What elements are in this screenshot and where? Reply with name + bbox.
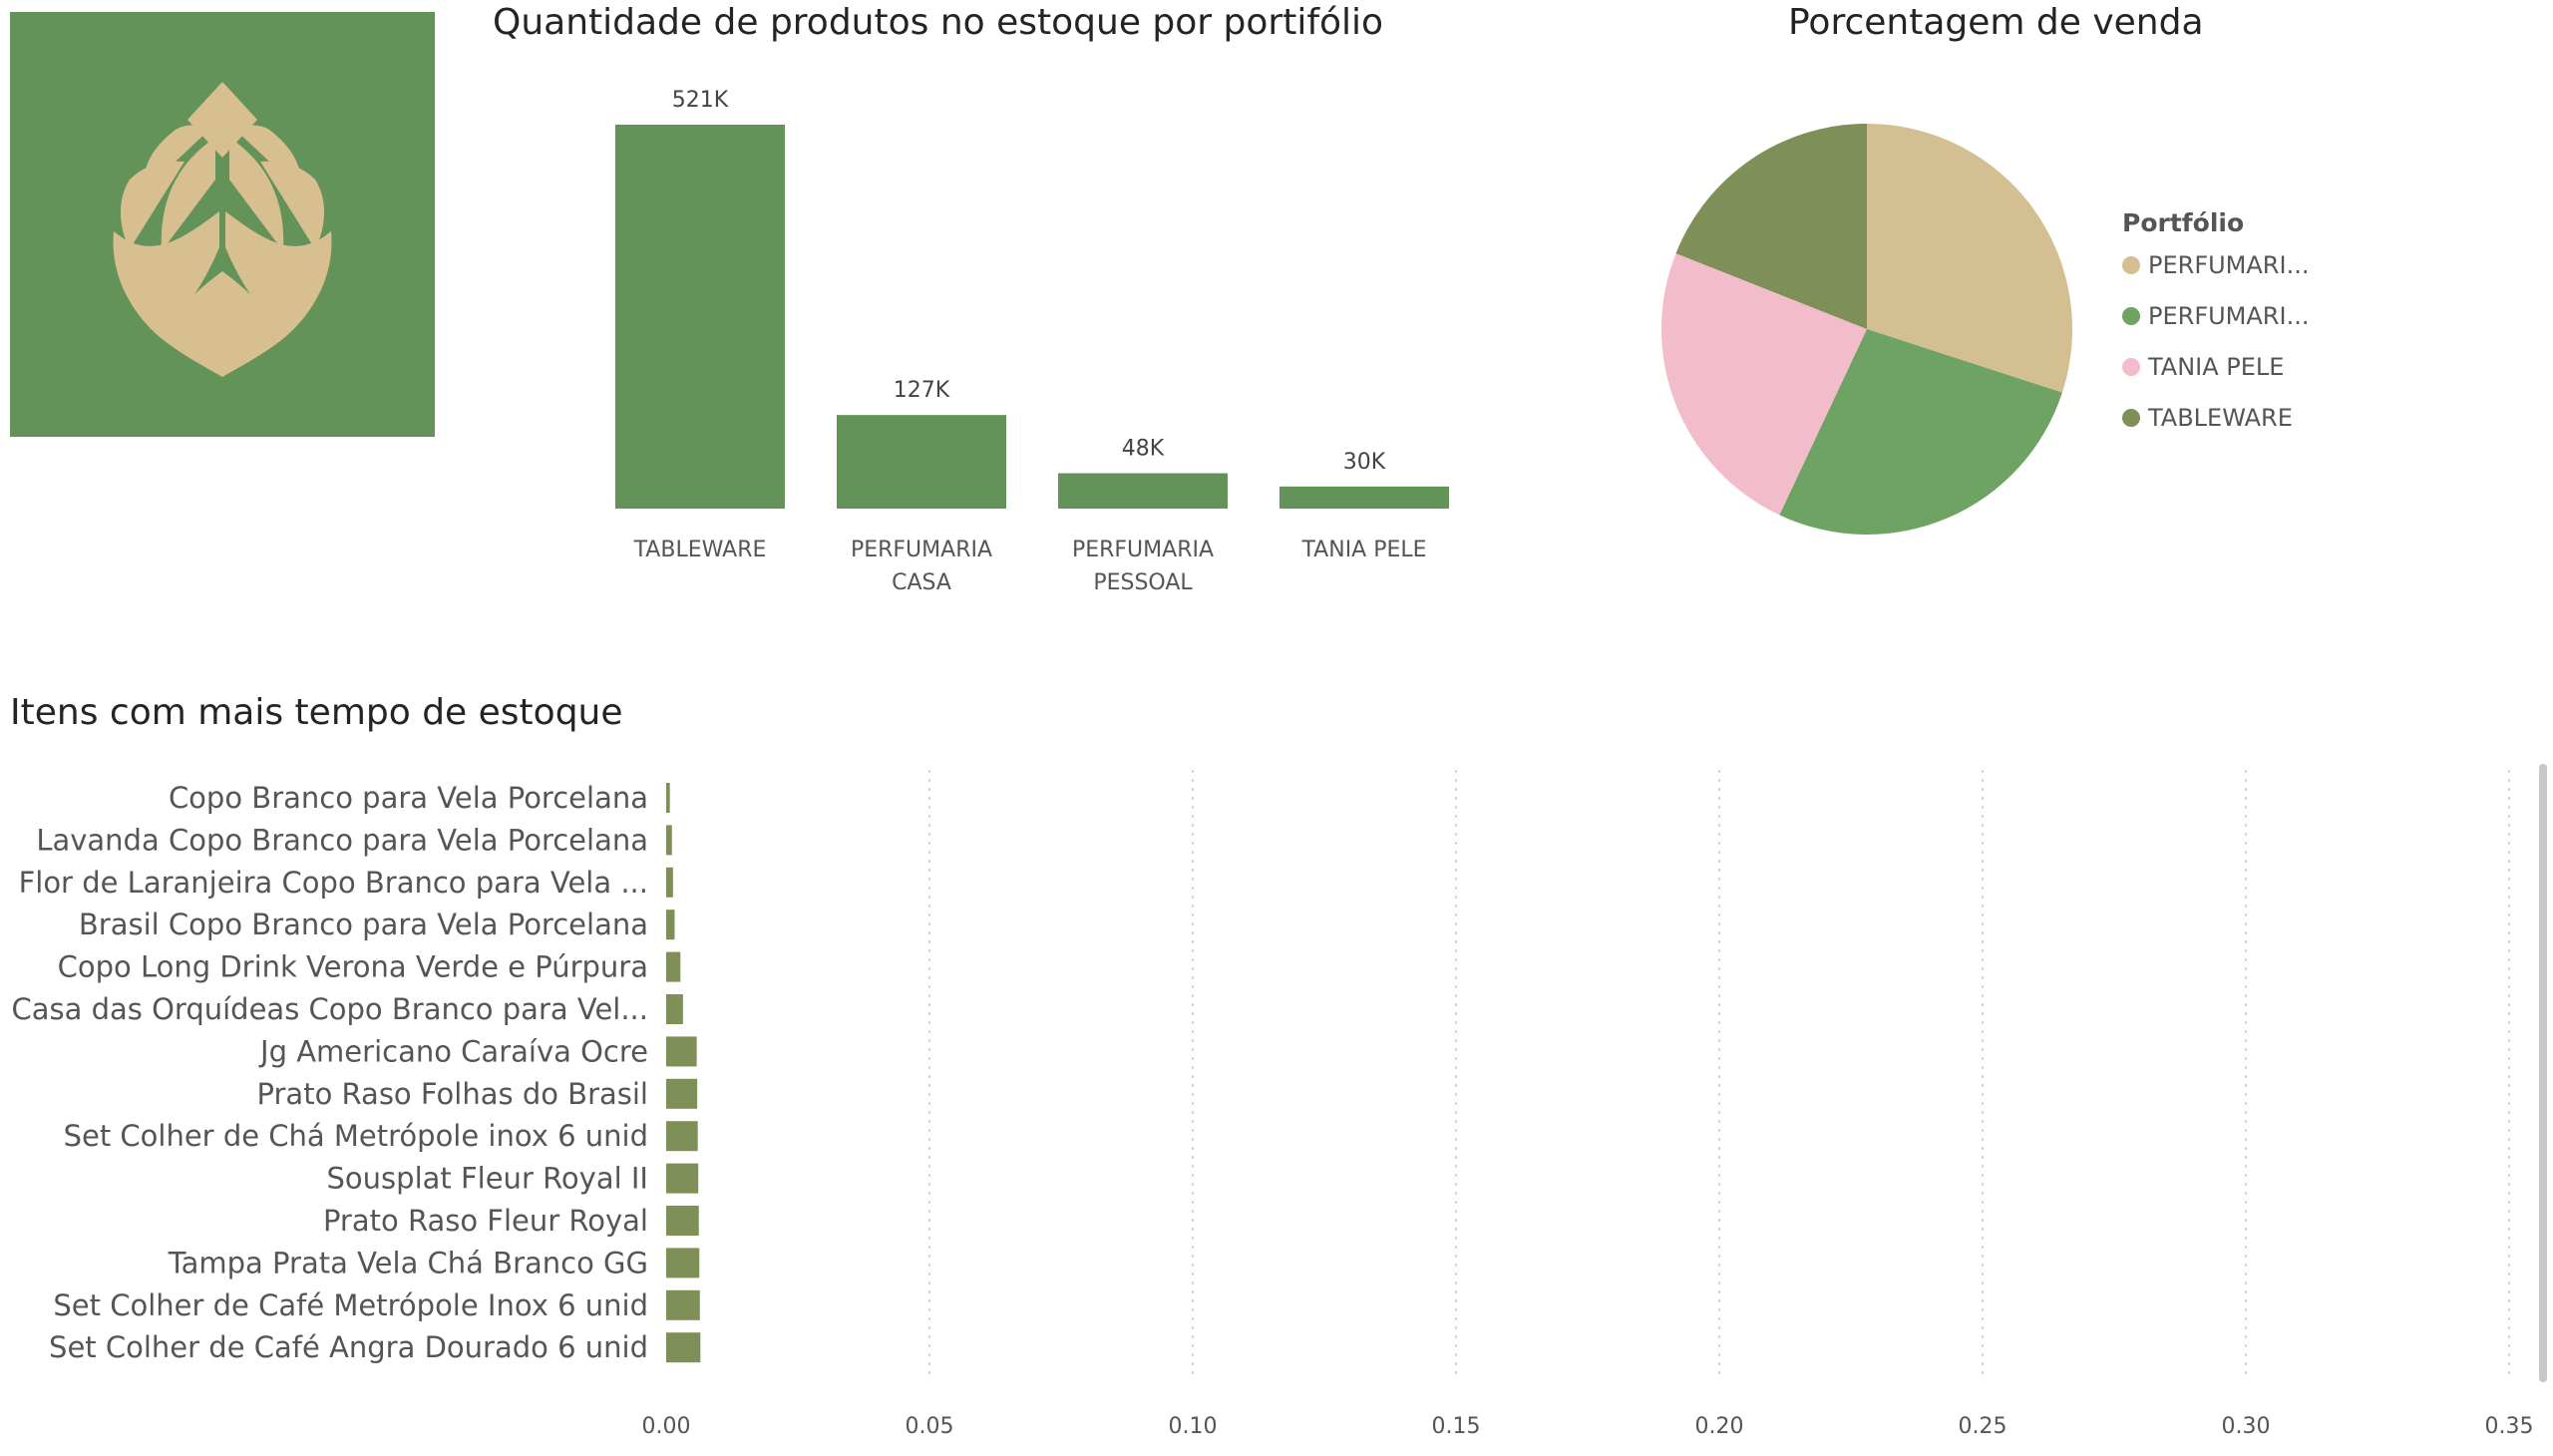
legend-marker <box>2122 256 2140 274</box>
item-label: Set Colher de Café Metrópole Inox 6 unid <box>53 1288 648 1322</box>
x-tick-label: 0.30 <box>2222 1414 2271 1439</box>
stock-by-portfolio-bar-chart: 521K TABLEWARE 127K PERFUMARIA CASA 48K PERFUM… <box>615 88 1449 595</box>
item-label: Prato Raso Folhas do Brasil <box>257 1077 648 1111</box>
item-label: Lavanda Copo Branco para Vela Porcelana <box>36 823 648 857</box>
item-label: Copo Branco para Vela Porcelana <box>169 781 648 815</box>
legend-title: Portfólio <box>2122 208 2244 237</box>
pie-slice[interactable] <box>1675 124 1867 329</box>
item-label: Tampa Prata Vela Chá Branco GG <box>168 1246 648 1279</box>
x-tick-label: 0.25 <box>1959 1414 2007 1439</box>
hbar[interactable] <box>666 783 670 813</box>
item-label: Copo Long Drink Verona Verde e Púrpura <box>58 950 648 984</box>
hbar[interactable] <box>666 825 672 856</box>
item-label: Sousplat Fleur Royal II <box>327 1162 648 1196</box>
legend-marker <box>2122 307 2140 325</box>
bar[interactable] <box>837 415 1006 509</box>
bar-data-label: 30K <box>1343 450 1386 475</box>
hbar[interactable] <box>666 1289 700 1320</box>
category-label: PERFUMARIA <box>1072 538 1214 562</box>
pie-slice[interactable] <box>1661 253 1867 516</box>
hbar-chart-title: Itens com mais tempo de estoque <box>10 692 623 733</box>
hbar[interactable] <box>666 1206 699 1236</box>
category-label: TABLEWARE <box>633 538 767 562</box>
pie-slice[interactable] <box>1867 124 2072 393</box>
legend-marker <box>2122 358 2140 376</box>
category-label: PERFUMARIA <box>851 538 992 562</box>
bar-data-label: 48K <box>1122 437 1165 462</box>
x-tick-label: 0.15 <box>1432 1414 1481 1439</box>
hbar[interactable] <box>666 951 681 982</box>
legend-item[interactable]: PERFUMARI... <box>2148 302 2309 330</box>
bar-data-label: 127K <box>894 378 950 403</box>
hbar[interactable] <box>666 867 673 898</box>
hbar[interactable] <box>666 1121 698 1152</box>
category-label: TANIA PELE <box>1300 538 1426 562</box>
x-tick-label: 0.20 <box>1695 1414 1744 1439</box>
logo-panel <box>10 12 435 437</box>
legend-item[interactable]: TANIA PELE <box>2147 353 2284 381</box>
x-tick-label: 0.05 <box>906 1414 954 1439</box>
item-label: Set Colher de Chá Metrópole inox 6 unid <box>64 1119 648 1153</box>
x-tick-label: 0.00 <box>642 1414 691 1439</box>
item-label: Brasil Copo Branco para Vela Porcelana <box>79 908 648 941</box>
pie-chart-title: Porcentagem de venda <box>1788 2 2204 43</box>
x-tick-label: 0.35 <box>2485 1414 2533 1439</box>
hbar[interactable] <box>666 1078 698 1109</box>
hbar[interactable] <box>666 994 683 1024</box>
item-label: Jg Americano Caraíva Ocre <box>258 1034 648 1068</box>
legend-item[interactable]: PERFUMARI... <box>2148 251 2309 279</box>
item-label: Casa das Orquídeas Copo Branco para Vel.… <box>11 992 648 1026</box>
x-tick-label: 0.10 <box>1169 1414 1218 1439</box>
item-label: Set Colher de Café Angra Dourado 6 unid <box>49 1330 648 1364</box>
bar-data-label: 521K <box>672 88 729 113</box>
hbar[interactable] <box>666 1248 700 1278</box>
sales-percentage-pie-chart: Portfólio PERFUMARI... PERFUMARI... TANIA P… <box>1661 124 2309 535</box>
bar[interactable] <box>1279 486 1449 509</box>
category-label: PESSOAL <box>1093 570 1193 595</box>
scrollbar-thumb[interactable] <box>2539 764 2547 1382</box>
bar-chart-title: Quantidade de produtos no estoque por po… <box>493 2 1384 43</box>
hbar[interactable] <box>666 1332 701 1363</box>
item-label: Flor de Laranjeira Copo Branco para Vela… <box>19 866 648 900</box>
category-label: CASA <box>892 570 951 595</box>
hbar[interactable] <box>666 1036 697 1067</box>
longest-stock-items-bar-chart: 0.00 0.05 0.10 0.15 0.20 0.25 0.30 0.35 Copo Bra… <box>11 770 2533 1439</box>
hbar[interactable] <box>666 1163 699 1194</box>
hbar[interactable] <box>666 910 675 940</box>
bar[interactable] <box>615 125 785 509</box>
bar[interactable] <box>1058 473 1228 509</box>
legend-marker <box>2122 409 2140 427</box>
pie-slice[interactable] <box>1779 329 2062 535</box>
legend-item[interactable]: TABLEWARE <box>2147 404 2293 432</box>
item-label: Prato Raso Fleur Royal <box>323 1204 648 1238</box>
leaf-logo-icon <box>10 12 435 437</box>
